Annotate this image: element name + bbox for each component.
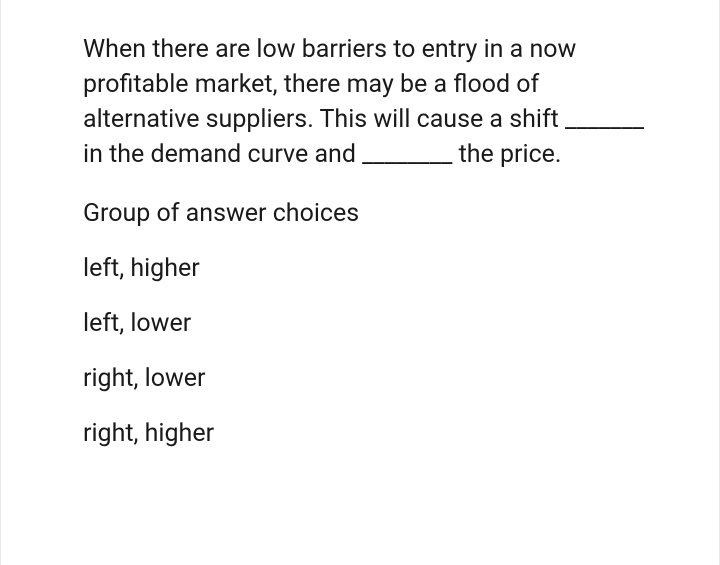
question-container: When there are low barriers to entry in …: [0, 0, 720, 565]
answer-choice-0[interactable]: left, higher: [83, 251, 649, 286]
answer-choice-1[interactable]: left, lower: [83, 306, 649, 341]
answer-choice-3[interactable]: right, higher: [83, 416, 649, 451]
question-prompt: When there are low barriers to entry in …: [83, 32, 649, 172]
answer-choice-2[interactable]: right, lower: [83, 361, 649, 396]
answer-group-label: Group of answer choices: [83, 196, 649, 231]
